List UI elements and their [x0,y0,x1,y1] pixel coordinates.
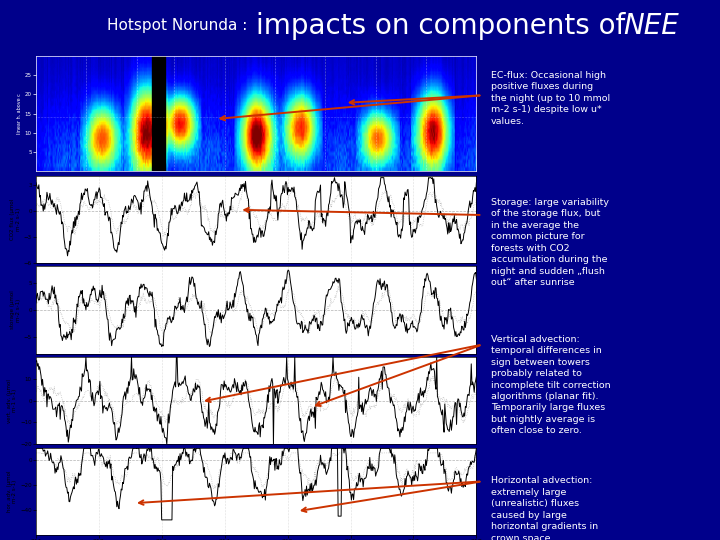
Text: Vertical advection:
temporal differences in
sign between towers
probably related: Vertical advection: temporal differences… [491,335,611,435]
Text: Horizontal advection:
extremely large
(unrealistic) fluxes
caused by large
horiz: Horizontal advection: extremely large (u… [491,476,598,540]
Y-axis label: vert. adv. (µmol
m-1 s-1): vert. adv. (µmol m-1 s-1) [6,379,17,423]
Y-axis label: CO2 flux (µmol
m-2 s-1): CO2 flux (µmol m-2 s-1) [10,199,21,240]
Text: Storage: large variability
of the storage flux, but
in the average the
common pi: Storage: large variability of the storag… [491,198,609,287]
Y-axis label: hor. adv. (µmol
m-2 s-1): hor. adv. (µmol m-2 s-1) [6,470,17,512]
Text: Hotspot Norunda :: Hotspot Norunda : [107,18,252,33]
Text: impacts on components of: impacts on components of [256,12,634,39]
Text: EC-flux: Occasional high
positive fluxes during
the night (up to 10 mmol
m-2 s-1: EC-flux: Occasional high positive fluxes… [491,71,610,126]
Y-axis label: storage (µmol
m-2 s-1): storage (µmol m-2 s-1) [10,291,21,329]
Y-axis label: linear h. above c: linear h. above c [17,93,22,134]
Text: NEE: NEE [623,12,678,39]
Bar [153,56,165,171]
